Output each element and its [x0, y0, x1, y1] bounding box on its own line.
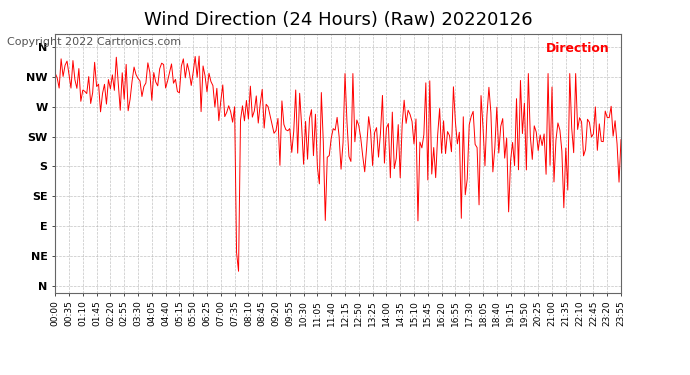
Text: Copyright 2022 Cartronics.com: Copyright 2022 Cartronics.com	[7, 37, 181, 47]
Direction	[540, 132, 549, 136]
Direction	[530, 124, 538, 128]
Direction	[100, 82, 108, 87]
Title: Wind Direction (24 Hours) (Raw) 20220126: Wind Direction (24 Hours) (Raw) 20220126	[144, 11, 533, 29]
Direction	[617, 137, 625, 142]
Text: Direction: Direction	[546, 42, 610, 54]
Direction	[571, 71, 580, 76]
Direction	[235, 269, 243, 273]
Direction	[341, 71, 349, 76]
Line: Direction: Direction	[55, 56, 621, 271]
Direction	[51, 71, 59, 75]
Direction	[195, 54, 204, 58]
Direction	[554, 121, 562, 125]
